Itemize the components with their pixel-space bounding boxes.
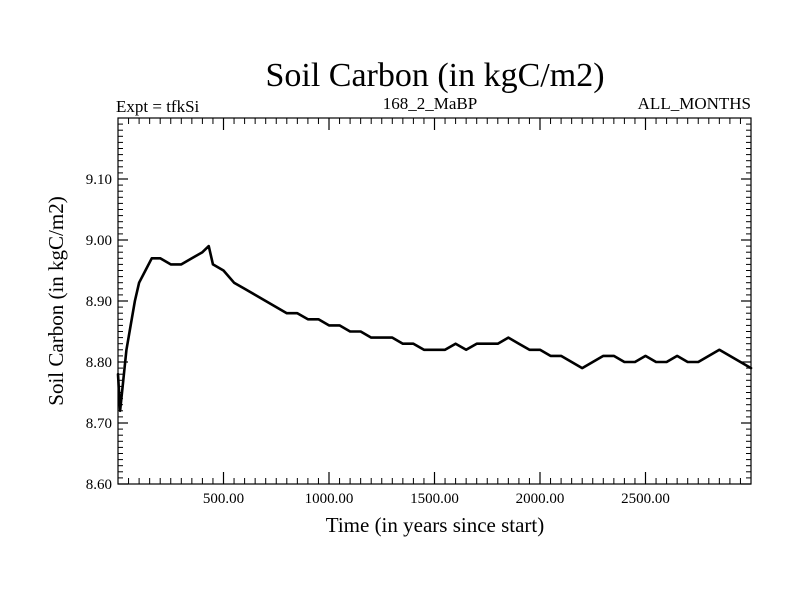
y-tick-label: 8.70: [86, 416, 112, 432]
x-tick-label: 2500.00: [621, 491, 670, 507]
period-label: 168_2_MaBP: [383, 94, 477, 113]
series-layer: [116, 244, 753, 413]
y-tick-label: 8.80: [86, 355, 112, 371]
y-tick-label: 9.00: [86, 233, 112, 249]
plot-frame: [117, 117, 752, 485]
y-tick-label: 9.10: [86, 172, 112, 188]
x-tick-label: 500.00: [203, 491, 244, 507]
experiment-label: Expt = tfkSi: [116, 97, 200, 116]
y-tick-label: 8.90: [86, 294, 112, 310]
x-tick-label: 1500.00: [410, 491, 459, 507]
plot-border: [117, 117, 752, 485]
y-axis-label: Soil Carbon (in kgC/m2): [44, 196, 68, 405]
x-tick-label: 1000.00: [305, 491, 354, 507]
series-line: [116, 244, 753, 413]
x-axis-label: Time (in years since start): [326, 513, 545, 537]
months-label: ALL_MONTHS: [638, 94, 751, 113]
y-tick-label: 8.60: [86, 477, 112, 493]
x-tick-label: 2000.00: [516, 491, 565, 507]
axis-ticks: 500.00 1000.00 1500.00 2000.00 2500.00 8.60 8.…: [86, 118, 751, 507]
chart-title: Soil Carbon (in kgC/m2): [265, 57, 604, 94]
